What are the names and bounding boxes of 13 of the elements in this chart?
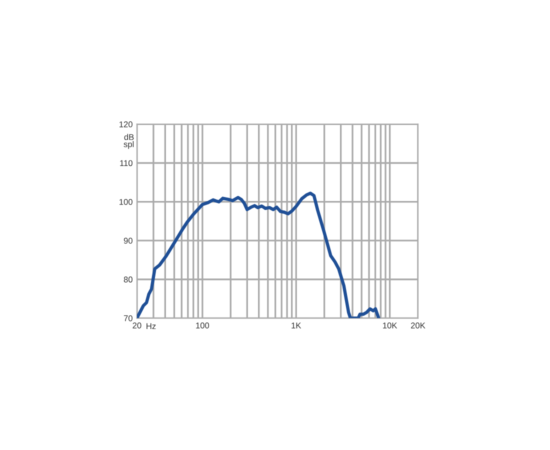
y-axis-title: dB spl: [124, 134, 134, 149]
x-tick-label: 100: [196, 322, 210, 328]
x-tick-label: 10K: [383, 322, 398, 328]
x-tick-label: 20K: [411, 322, 426, 328]
y-tick-label: 100: [120, 198, 132, 205]
y-tick-label: 90: [124, 238, 132, 244]
y-tick-label: 80: [124, 276, 132, 282]
x-tick-label: 1K: [292, 322, 302, 328]
y-tick-label: 120: [120, 121, 132, 128]
y-tick-label: 70: [124, 315, 132, 322]
x-tick-label: 20: [132, 322, 142, 328]
x-axis-title: Hz: [146, 323, 156, 330]
y-tick-label: 110: [120, 160, 132, 166]
